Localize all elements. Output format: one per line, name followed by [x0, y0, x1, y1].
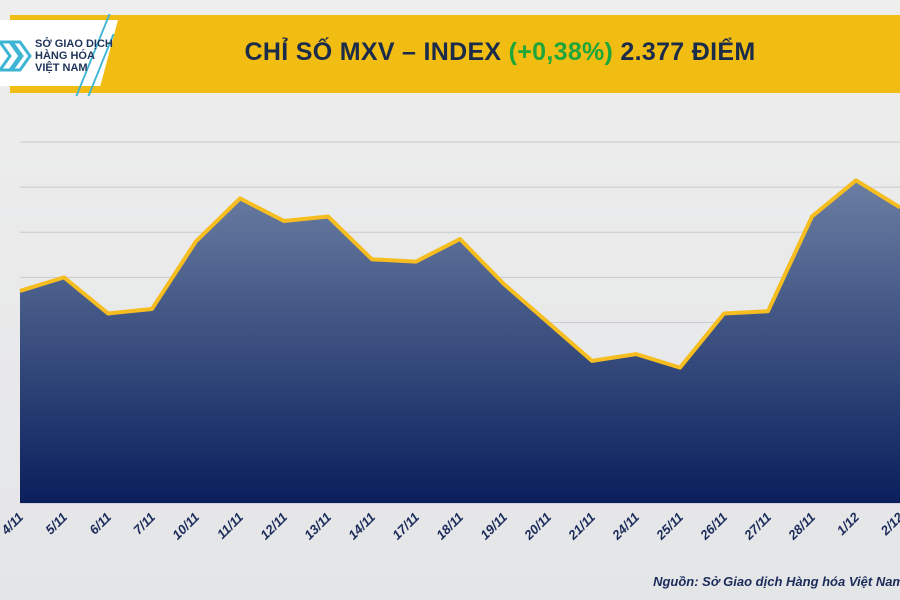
logo-line-1: SỞ GIAO DỊCH	[35, 38, 113, 50]
x-tick-label: 4/11	[0, 510, 26, 539]
x-tick-label: 10/11	[169, 510, 202, 543]
x-tick-label: 11/11	[214, 510, 246, 542]
x-tick-label: 13/11	[301, 510, 334, 543]
x-tick-label: 1/12	[834, 509, 863, 538]
title-main: CHỈ SỐ MXV – INDEX	[244, 38, 509, 66]
x-tick-label: 2/12	[877, 509, 900, 539]
x-tick-label: 20/11	[520, 510, 554, 544]
index-line	[19, 178, 900, 370]
logo-chevron-icon	[0, 40, 32, 72]
x-tick-label: 24/11	[608, 510, 642, 544]
x-tick-label: 17/11	[389, 510, 422, 543]
title-change: (+0,38%)	[508, 38, 614, 66]
x-tick-label: 28/11	[784, 510, 818, 544]
x-tick-label: 18/11	[433, 510, 466, 543]
x-tick-label: 7/11	[130, 510, 158, 538]
logo-line-3: VIỆT NAM	[35, 62, 88, 74]
source-note: Nguồn: Sở Giao dịch Hàng hóa Việt Nam	[653, 574, 900, 589]
x-tick-label: 25/11	[652, 510, 686, 544]
x-tick-label: 26/11	[696, 510, 730, 544]
x-tick-label: 21/11	[564, 510, 598, 544]
x-tick-label: 19/11	[477, 510, 510, 543]
logo-line-2: HÀNG HÓA	[35, 50, 95, 62]
x-tick-label: 14/11	[345, 510, 378, 543]
area-fill	[20, 180, 900, 503]
chart-title: CHỈ SỐ MXV – INDEX (+0,38%) 2.377 ĐIỂM	[140, 38, 860, 67]
x-tick-label: 5/11	[42, 510, 70, 538]
title-value: 2.377 ĐIỂM	[613, 38, 756, 66]
x-tick-label: 12/11	[257, 510, 290, 543]
x-tick-label: 6/11	[86, 510, 114, 538]
logo-text: SỞ GIAO DỊCH HÀNG HÓA VIỆT NAM	[35, 38, 113, 74]
title-banner	[10, 15, 900, 93]
x-tick-label: 27/11	[740, 510, 774, 544]
